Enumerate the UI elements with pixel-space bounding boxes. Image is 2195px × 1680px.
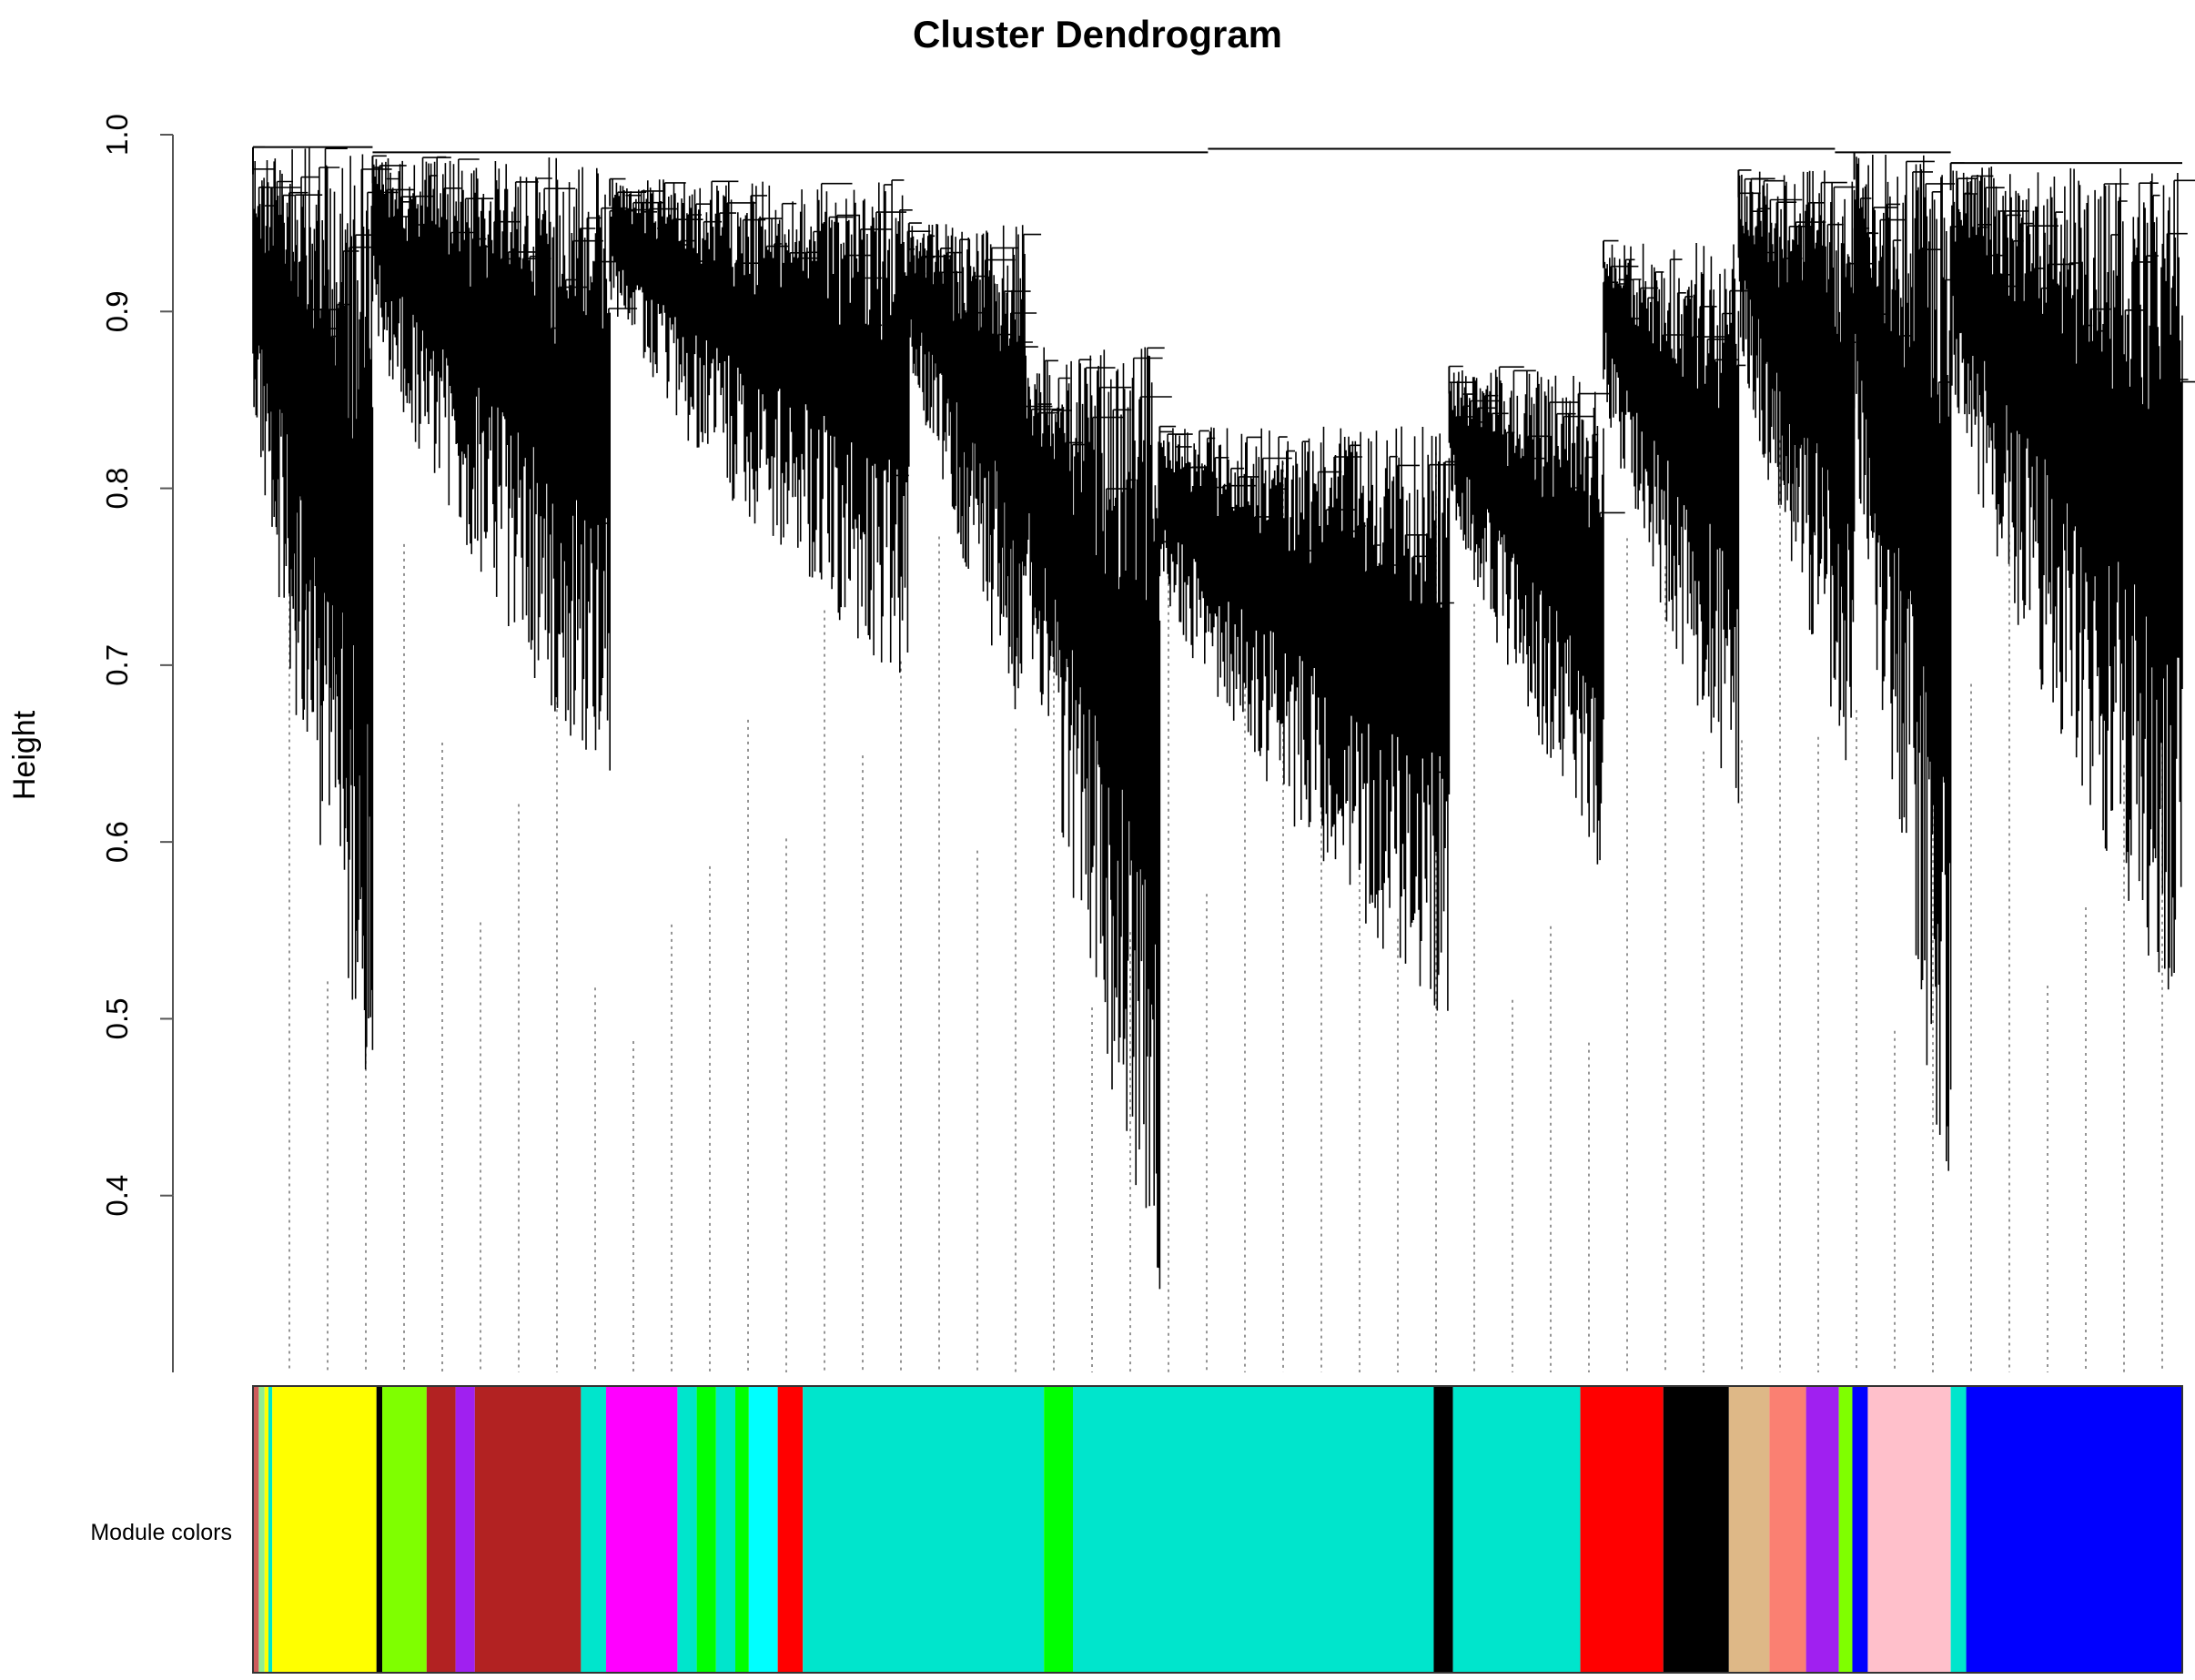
- branch-joins: [1449, 365, 1603, 646]
- branch-joins: [1025, 346, 1160, 864]
- module-color-segment: [474, 1386, 582, 1673]
- module-bar-frame: [252, 1385, 2183, 1674]
- module-color-segment: [677, 1386, 697, 1673]
- module-color-segment: [272, 1386, 377, 1673]
- module-color-segment: [426, 1386, 456, 1673]
- y-tick-label: 0.9: [100, 290, 134, 332]
- y-tick-label: 0.8: [100, 468, 134, 510]
- module-color-segment: [1452, 1386, 1581, 1673]
- branch-joins: [1854, 151, 1951, 720]
- y-axis: 0.4 0.5 0.6 0.7 0.8 0.9 1.0: [100, 114, 174, 1372]
- branch-joins: [1603, 239, 1739, 553]
- leaf-branch-set: [1603, 243, 1749, 804]
- branch-joins: [372, 155, 611, 524]
- module-color-segment: [1966, 1386, 2182, 1673]
- module-color-segment: [1433, 1386, 1453, 1673]
- cluster-branches: [1448, 365, 1625, 865]
- module-color-segment: [1580, 1386, 1664, 1673]
- y-tick-label: 0.4: [100, 1175, 134, 1217]
- module-color-segment: [777, 1386, 804, 1673]
- module-color-segment: [382, 1386, 427, 1673]
- module-color-segment: [715, 1386, 735, 1673]
- module-color-segment: [1950, 1386, 1967, 1673]
- y-tick-label: 1.0: [100, 114, 134, 156]
- module-color-segment: [455, 1386, 475, 1673]
- module-color-segment: [268, 1386, 273, 1673]
- cluster-branches: [609, 177, 931, 673]
- module-color-segment: [748, 1386, 778, 1673]
- module-color-segment: [735, 1386, 749, 1673]
- cluster-branches: [907, 222, 1042, 710]
- leaf-branch-set: [1024, 347, 1186, 1290]
- cluster-branches: [1158, 425, 1473, 1011]
- dendrogram-branches: [252, 146, 2195, 1290]
- leaf-branch-set: [1448, 366, 1625, 865]
- branch-joins: [1950, 162, 2182, 657]
- leaf-branch-set: [1158, 426, 1473, 1011]
- branch-joins: [253, 146, 373, 676]
- module-color-segment: [581, 1386, 606, 1673]
- y-tick-label: 0.6: [100, 821, 134, 863]
- module-color-bar: [252, 1385, 2183, 1674]
- module-colors-label: Module colors: [90, 1520, 232, 1545]
- y-tick-label: 0.5: [100, 997, 134, 1039]
- y-axis-label: Height: [7, 710, 42, 800]
- module-color-segment: [1073, 1386, 1434, 1673]
- branch-joins: [908, 222, 1025, 498]
- branch-joins: [1738, 169, 1855, 501]
- cluster-branches: [1024, 346, 1186, 1290]
- cluster-branches: [252, 146, 399, 1070]
- module-color-segment: [1728, 1386, 1770, 1673]
- module-color-segment: [1838, 1386, 1853, 1673]
- module-color-segment: [1867, 1386, 1951, 1673]
- module-color-segment: [1044, 1386, 1073, 1673]
- module-color-segment: [376, 1386, 383, 1673]
- module-color-segment: [605, 1386, 678, 1673]
- y-tick-label: 0.7: [100, 644, 134, 686]
- cluster-branches: [1949, 162, 2195, 990]
- leaf-branch-set: [1949, 167, 2195, 990]
- cluster-branches: [371, 155, 638, 771]
- module-color-segment: [803, 1386, 1045, 1673]
- module-color-segment: [1663, 1386, 1729, 1673]
- leaf-branch-set: [1853, 155, 1973, 1171]
- module-color-segment: [696, 1386, 716, 1673]
- chart-title: Cluster Dendrogram: [912, 13, 1283, 56]
- leaf-branch-set: [252, 147, 399, 1070]
- branch-joins: [610, 177, 909, 477]
- cluster-branches: [1737, 169, 1875, 761]
- cluster-branches: [1853, 151, 1973, 1171]
- leaf-branch-set: [908, 224, 1042, 710]
- module-color-segment: [1852, 1386, 1868, 1673]
- leaf-branch-set: [1737, 170, 1875, 761]
- module-color-segment: [258, 1386, 265, 1673]
- module-color-segment: [1806, 1386, 1839, 1673]
- module-color-segment: [264, 1386, 268, 1673]
- leaf-branch-set: [609, 178, 931, 673]
- branch-joins: [1159, 425, 1450, 774]
- leaf-branch-set: [371, 156, 638, 771]
- module-color-segment: [1769, 1386, 1806, 1673]
- cluster-branches: [1603, 239, 1749, 804]
- module-color-segment: [253, 1386, 259, 1673]
